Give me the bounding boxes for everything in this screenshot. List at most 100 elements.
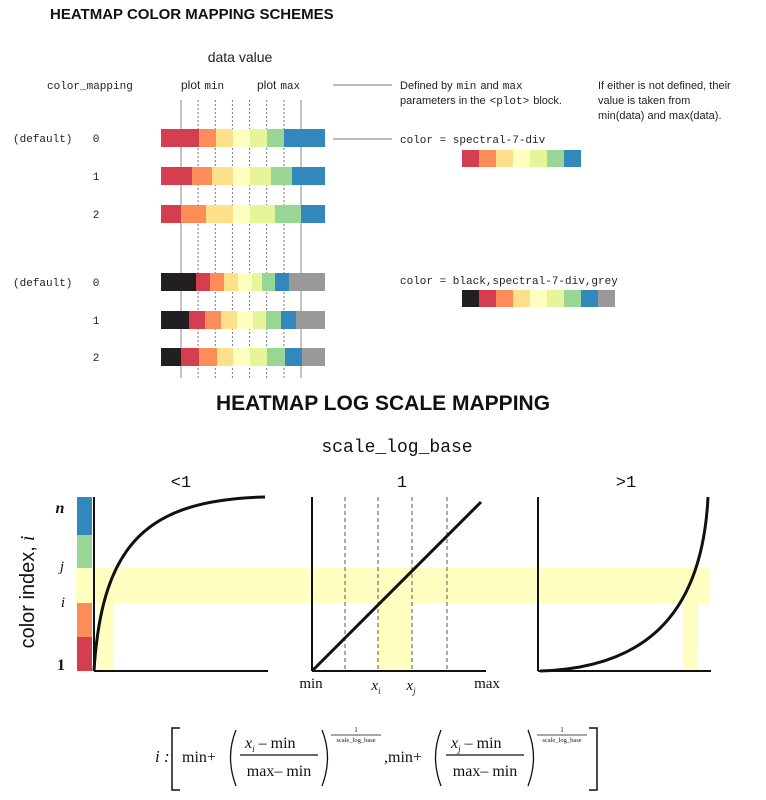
panel-eq1 xyxy=(310,497,486,673)
x-label-xj-sub: j xyxy=(412,686,416,696)
formula-paren-open-1 xyxy=(229,729,237,787)
palette-swatch-extended xyxy=(530,290,547,307)
color-bin xyxy=(161,167,192,185)
color-bar-group2-mode-1 xyxy=(161,311,325,329)
color-bin xyxy=(217,348,233,366)
color-bin xyxy=(275,273,289,291)
plot-max-label: plot max xyxy=(257,78,301,93)
panel-label-eq1: 1 xyxy=(397,474,407,493)
mode-label: 2 xyxy=(93,210,100,222)
color-bin xyxy=(252,273,262,291)
note-text: parameters in the xyxy=(400,95,486,107)
palette-swatch-spectral xyxy=(462,150,479,167)
panel-lt1 xyxy=(92,495,268,672)
palette-swatch-spectral xyxy=(530,150,547,167)
formula-bracket-right xyxy=(589,727,598,791)
formula-exp-den-2: scale_log_base xyxy=(542,737,581,744)
panel-lt1-curve xyxy=(92,495,266,672)
palette-swatch-extended xyxy=(462,290,479,307)
palette-swatch-extended xyxy=(564,290,581,307)
color-bin xyxy=(161,129,199,147)
palette-swatch-spectral xyxy=(479,150,496,167)
color-bin xyxy=(267,348,285,366)
panel-gt1-curve xyxy=(539,496,710,673)
color-bin xyxy=(250,205,275,223)
color-index-band xyxy=(76,568,710,603)
color-bin xyxy=(161,311,189,329)
color-bin xyxy=(301,205,325,223)
palette-swatch-spectral xyxy=(564,150,581,167)
color-label-extended: color = black,spectral-7-div,grey xyxy=(400,276,618,288)
color-bin xyxy=(250,167,271,185)
y-axis-text: color index, xyxy=(17,546,39,648)
formula-num-1-rest: – min xyxy=(258,735,296,752)
y-tick-n: n xyxy=(56,500,65,517)
color-bin xyxy=(267,129,284,147)
color-bin xyxy=(206,205,233,223)
color-bar-group2-mode-0 xyxy=(161,273,325,291)
color-bin xyxy=(192,167,212,185)
formula-num-1-sub: i xyxy=(252,744,255,754)
color-bin xyxy=(237,311,253,329)
palette-swatch-extended xyxy=(598,290,615,307)
note-text: block. xyxy=(533,95,562,107)
plot-max-word: plot xyxy=(257,78,277,92)
note-text: Defined by xyxy=(400,80,453,92)
color-bars xyxy=(161,129,325,366)
color-bin xyxy=(250,348,267,366)
note-defined-line1: Defined by min and max xyxy=(400,80,523,93)
color-bin xyxy=(224,273,238,291)
color-bin xyxy=(262,273,275,291)
color-bar-group1-mode-1 xyxy=(161,167,325,185)
plot-max-code: max xyxy=(280,81,300,93)
formula-paren-open-2 xyxy=(434,729,442,787)
color-bar-group1-mode-2 xyxy=(161,205,325,223)
color-bar-group1-mode-0 xyxy=(161,129,325,147)
top-title: HEATMAP COLOR MAPPING SCHEMES xyxy=(50,6,334,23)
formula-num-1-var: x xyxy=(244,735,252,752)
x-label-xi-sub: i xyxy=(378,686,381,696)
color-bin xyxy=(216,129,233,147)
mode-label: 0 xyxy=(93,134,100,146)
scale-log-base-label: scale_log_base xyxy=(321,438,472,458)
formula-den-2: max– min xyxy=(453,763,517,780)
note-code: max xyxy=(503,81,523,93)
x-label-max: max xyxy=(474,676,500,692)
color-bin xyxy=(161,205,181,223)
formula-den-1: max– min xyxy=(247,763,311,780)
palette-swatch-extended xyxy=(581,290,598,307)
panel-lt1-x-range xyxy=(97,603,114,671)
palette-swatches xyxy=(462,150,615,307)
panel-gt1 xyxy=(537,496,711,673)
y-tick-i: i xyxy=(61,595,65,611)
mode-labels: (default) 0 1 2 (default) 0 1 2 xyxy=(13,134,100,365)
formula-num-2-rest: – min xyxy=(464,735,502,752)
formula: i : min+ xi – min max– min 1 scale_log_ba… xyxy=(155,726,598,791)
color-bin xyxy=(302,348,325,366)
color-bin xyxy=(285,348,302,366)
plot-min-word: plot xyxy=(181,78,201,92)
formula-paren-close-2 xyxy=(527,729,535,787)
note-either-line1: If either is not defined, their xyxy=(598,80,731,92)
color-bin xyxy=(292,167,325,185)
formula-num-2: xj – min xyxy=(450,735,502,754)
palette-swatch-spectral xyxy=(547,150,564,167)
palette-swatch-extended xyxy=(547,290,564,307)
palette-swatch-spectral xyxy=(496,150,513,167)
panel-label-lt1: <1 xyxy=(171,474,191,493)
color-index-legend xyxy=(77,497,92,671)
color-bin xyxy=(199,129,216,147)
color-bin xyxy=(281,311,296,329)
color-bin xyxy=(266,311,281,329)
color-bin xyxy=(199,348,217,366)
color-mapping-header: color_mapping xyxy=(47,81,133,93)
x-label-min: min xyxy=(299,676,323,692)
panel-eq1-x-range xyxy=(378,603,412,671)
color-bin xyxy=(289,273,325,291)
formula-lead: i : xyxy=(155,747,170,766)
formula-exp-den-1: scale_log_base xyxy=(336,737,375,744)
default-label: (default) xyxy=(13,134,72,146)
formula-sep: ,min+ xyxy=(384,749,422,766)
note-text: and xyxy=(480,80,498,92)
